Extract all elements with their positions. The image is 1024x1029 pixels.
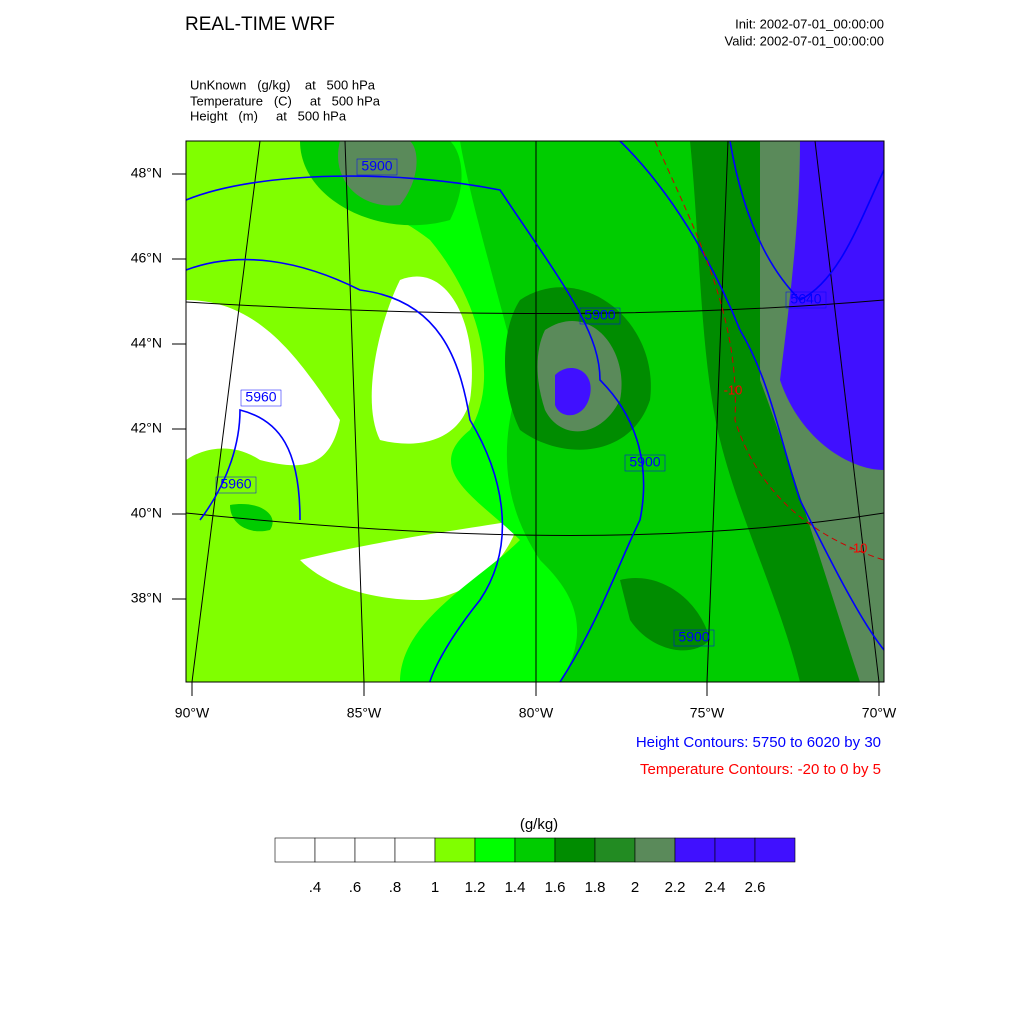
colorbar-box	[754, 837, 796, 863]
height-contour-label: 5900	[629, 454, 660, 470]
colorbar-label: 2.2	[665, 879, 686, 896]
colorbar-box	[394, 837, 436, 863]
colorbar-box	[314, 837, 356, 863]
colorbar-title: (g/kg)	[520, 816, 558, 833]
lon-label: 90°W	[175, 705, 210, 721]
contour-label-box	[673, 629, 715, 647]
height-contour-label: 5900	[361, 158, 392, 174]
lat-label: 44°N	[131, 335, 162, 351]
colorbar-box	[714, 837, 756, 863]
colorbar-box	[514, 837, 556, 863]
map-frame	[185, 140, 885, 683]
contour-info: Height Contours: 5750 to 6020 by 30	[636, 734, 881, 751]
contour-info: Temperature Contours: -20 to 0 by 5	[640, 761, 881, 778]
field-label: Temperature (C) at 500 hPa	[190, 93, 381, 108]
colorbar-box	[674, 837, 716, 863]
colorbar-box	[594, 837, 636, 863]
colorbar-label: 1	[431, 879, 439, 896]
colorbar-label: 1.8	[585, 879, 606, 896]
colorbar-label: .4	[309, 879, 322, 896]
height-contour-label: 5900	[584, 307, 615, 323]
temperature-contour-label: -10	[724, 382, 743, 397]
height-contour-label: 5640	[790, 291, 821, 307]
colorbar-label: 2.4	[705, 879, 726, 896]
contour-label-box	[215, 476, 257, 494]
lat-label: 48°N	[131, 165, 162, 181]
lat-label: 40°N	[131, 505, 162, 521]
field-label: Height (m) at 500 hPa	[190, 108, 347, 123]
lon-label: 85°W	[347, 705, 382, 721]
field-label: UnKnown (g/kg) at 500 hPa	[190, 77, 376, 92]
lat-label: 46°N	[131, 250, 162, 266]
colorbar-box	[274, 837, 316, 863]
map-field	[186, 141, 884, 682]
colorbar-label: 1.4	[505, 879, 526, 896]
lat-label: 38°N	[131, 590, 162, 606]
map-lines	[186, 141, 884, 682]
lon-label: 70°W	[862, 705, 897, 721]
colorbar-label: 2.6	[745, 879, 766, 896]
temperature-contour-label: -10	[849, 540, 868, 555]
lon-label: 75°W	[690, 705, 725, 721]
valid-time: Valid: 2002-07-01_00:00:00	[725, 33, 885, 48]
colorbar-label: .8	[389, 879, 402, 896]
contour-label-box	[785, 291, 827, 309]
height-contour-label: 5900	[678, 629, 709, 645]
colorbar-box	[634, 837, 676, 863]
title: REAL-TIME WRF	[185, 14, 335, 35]
colorbar-label: .6	[349, 879, 362, 896]
contour-label-box	[579, 307, 621, 325]
contour-label-box	[240, 389, 282, 407]
colorbar-label: 1.2	[465, 879, 486, 896]
colorbar-box	[474, 837, 516, 863]
colorbar-box	[434, 837, 476, 863]
lat-label: 42°N	[131, 420, 162, 436]
colorbar-label: 2	[631, 879, 639, 896]
lon-label: 80°W	[519, 705, 554, 721]
colorbar-box	[354, 837, 396, 863]
contour-label-box	[356, 158, 398, 176]
init-time: Init: 2002-07-01_00:00:00	[735, 16, 884, 31]
height-contour-label: 5960	[245, 389, 276, 405]
colorbar-box	[554, 837, 596, 863]
colorbar-label: 1.6	[545, 879, 566, 896]
contour-label-box	[624, 454, 666, 472]
height-contour-label: 5960	[220, 476, 251, 492]
